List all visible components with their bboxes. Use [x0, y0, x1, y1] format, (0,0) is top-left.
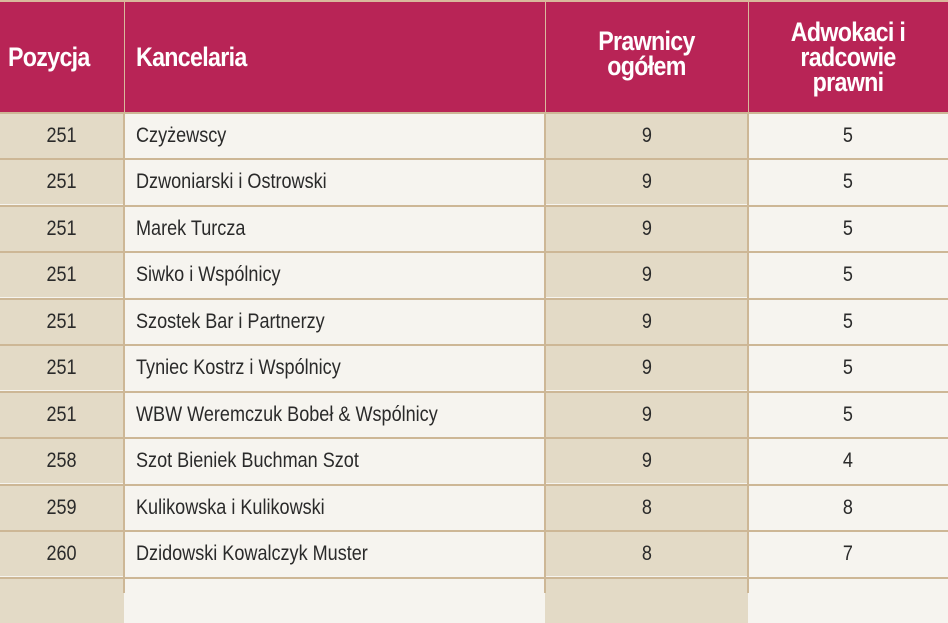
- table-row: 251 Siwko i Wspólnicy 9 5: [0, 251, 948, 297]
- cell-lawyers-total: 9: [545, 160, 748, 204]
- cell-firm: Siwko i Wspólnicy: [124, 253, 545, 297]
- cell-position: 251: [0, 346, 124, 390]
- cell-firm: Tyniec Kostrz i Wspólnicy: [124, 346, 545, 390]
- cell-position: 251: [0, 207, 124, 251]
- table-row: 251 Dzwoniarski i Ostrowski 9 5: [0, 158, 948, 204]
- cell-lawyers-total: 9: [545, 300, 748, 344]
- cell-advocates: 7: [748, 532, 948, 576]
- cell-lawyers-total: 9: [545, 346, 748, 390]
- cell-lawyers-total: [545, 579, 748, 623]
- cell-advocates: 5: [748, 253, 948, 297]
- header-position: Pozycja: [8, 2, 115, 112]
- cell-lawyers-total: 9: [545, 439, 748, 483]
- cell-position: 251: [0, 300, 124, 344]
- column-divider: [123, 112, 125, 593]
- cell-advocates: 5: [748, 160, 948, 204]
- table-row: 259 Kulikowska i Kulikowski 8 8: [0, 484, 948, 530]
- header-advocates: Adwokaci i radcowie prawni: [762, 2, 934, 112]
- table-row: 251 Tyniec Kostrz i Wspólnicy 9 5: [0, 344, 948, 390]
- cell-position: 260: [0, 532, 124, 576]
- header-advocates-label: Adwokaci i radcowie prawni: [779, 20, 917, 95]
- header-divider: [124, 2, 125, 114]
- header-firm: Kancelaria: [136, 2, 480, 112]
- cell-firm: Szot Bieniek Buchman Szot: [124, 439, 545, 483]
- table-row: 258 Szot Bieniek Buchman Szot 9 4: [0, 437, 948, 483]
- cell-advocates: 5: [748, 393, 948, 437]
- header-divider: [748, 2, 749, 114]
- cell-lawyers-total: 9: [545, 253, 748, 297]
- cell-advocates: 5: [748, 346, 948, 390]
- cell-position: 251: [0, 114, 124, 158]
- cell-advocates: 5: [748, 207, 948, 251]
- cell-position: [0, 579, 124, 623]
- cell-advocates: [748, 579, 948, 623]
- cell-firm: Czyżewscy: [124, 114, 545, 158]
- cell-lawyers-total: 9: [545, 393, 748, 437]
- cell-firm: Kulikowska i Kulikowski: [124, 486, 545, 530]
- cell-firm: WBW Weremczuk Bobeł & Wspólnicy: [124, 393, 545, 437]
- cell-firm: Dzwoniarski i Ostrowski: [124, 160, 545, 204]
- cell-advocates: 4: [748, 439, 948, 483]
- cell-position: 259: [0, 486, 124, 530]
- column-divider: [544, 112, 546, 593]
- table-header: Pozycja Kancelaria Prawnicy ogółem Adwok…: [0, 0, 948, 112]
- cell-firm: Dzidowski Kowalczyk Muster: [124, 532, 545, 576]
- table-row: 251 WBW Weremczuk Bobeł & Wspólnicy 9 5: [0, 391, 948, 437]
- header-lawyers-total-label: Prawnicy ogółem: [586, 29, 706, 79]
- cell-position: 251: [0, 393, 124, 437]
- table-row: 260 Dzidowski Kowalczyk Muster 8 7: [0, 530, 948, 576]
- table-row-clipped: [0, 577, 948, 623]
- cell-advocates: 8: [748, 486, 948, 530]
- column-divider: [747, 112, 749, 593]
- cell-lawyers-total: 9: [545, 207, 748, 251]
- table-row: 251 Szostek Bar i Partnerzy 9 5: [0, 298, 948, 344]
- table-row: 251 Czyżewscy 9 5: [0, 112, 948, 158]
- cell-firm: Marek Turcza: [124, 207, 545, 251]
- cell-lawyers-total: 8: [545, 532, 748, 576]
- table-row: 251 Marek Turcza 9 5: [0, 205, 948, 251]
- cell-advocates: 5: [748, 114, 948, 158]
- cell-firm: [124, 579, 545, 623]
- header-divider: [545, 2, 546, 114]
- cell-position: 251: [0, 160, 124, 204]
- header-firm-label: Kancelaria: [136, 45, 247, 70]
- cell-position: 258: [0, 439, 124, 483]
- header-lawyers-total: Prawnicy ogółem: [559, 2, 734, 112]
- cell-position: 251: [0, 253, 124, 297]
- cell-lawyers-total: 8: [545, 486, 748, 530]
- cell-advocates: 5: [748, 300, 948, 344]
- header-position-label: Pozycja: [8, 45, 90, 70]
- cell-lawyers-total: 9: [545, 114, 748, 158]
- cell-firm: Szostek Bar i Partnerzy: [124, 300, 545, 344]
